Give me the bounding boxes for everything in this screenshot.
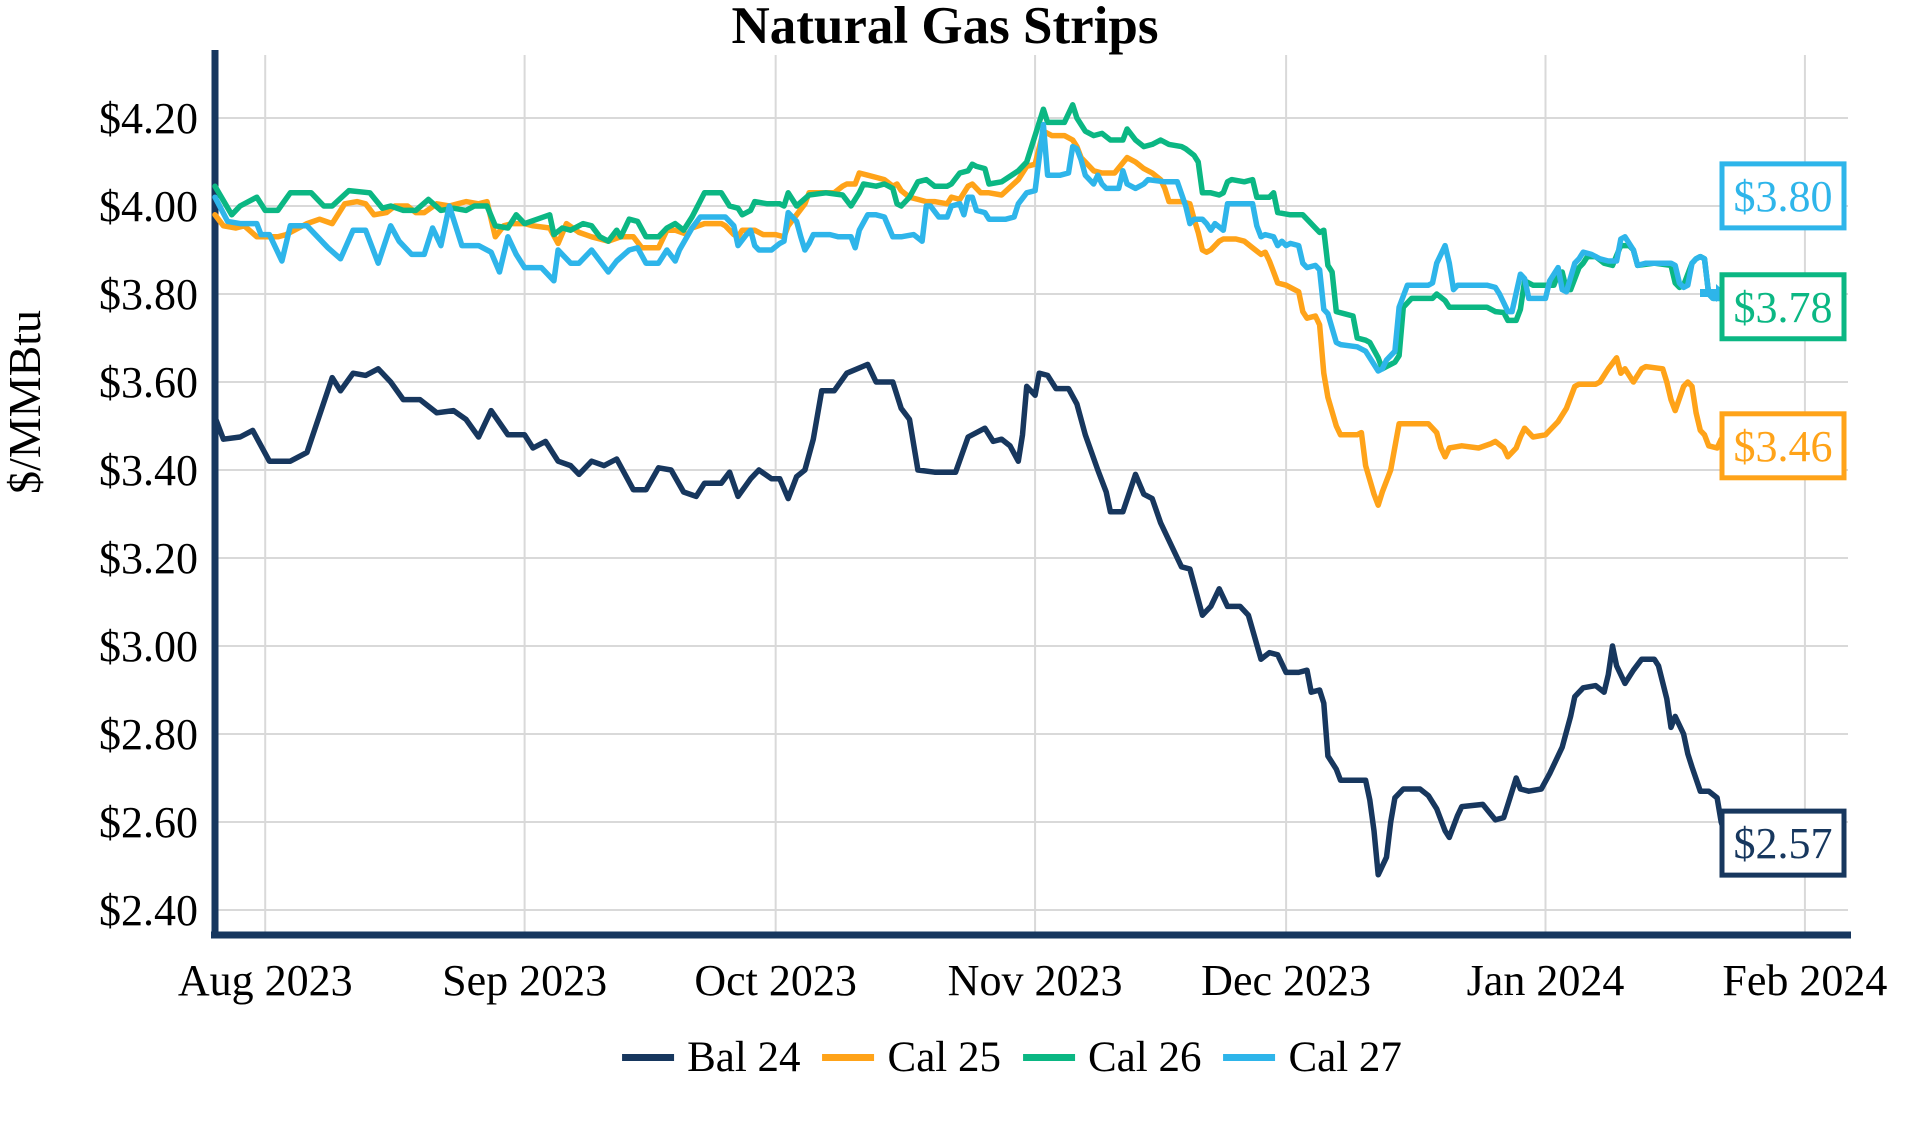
y-tick-label: $4.00 bbox=[99, 182, 198, 231]
y-tick-label: $3.20 bbox=[99, 534, 198, 583]
series-lines bbox=[212, 102, 1729, 878]
legend: Bal 24 Cal 25 Cal 26 Cal 27 bbox=[622, 1036, 1402, 1079]
legend-label: Bal 24 bbox=[687, 1034, 801, 1081]
legend-item-bal-24: Bal 24 bbox=[622, 1034, 801, 1081]
y-tick-label: $3.40 bbox=[99, 446, 198, 495]
legend-swatch-cal-25 bbox=[822, 1054, 875, 1061]
axis-spines bbox=[211, 50, 1851, 939]
end-label-box-cal-27 bbox=[1719, 161, 1847, 231]
end-label-box-cal-25 bbox=[1719, 411, 1847, 481]
series-line-cal-26 bbox=[212, 102, 1729, 372]
y-tick-label: $2.80 bbox=[99, 710, 198, 759]
x-tick-label: Jan 2024 bbox=[1467, 956, 1625, 1005]
chart-title: Natural Gas Strips bbox=[731, 0, 1159, 55]
y-axis-title: $/MMBtu bbox=[0, 310, 50, 494]
end-label-box-bal-24 bbox=[1719, 808, 1847, 878]
legend-swatch-cal-27 bbox=[1223, 1054, 1276, 1061]
legend-label: Cal 25 bbox=[887, 1034, 1001, 1081]
x-tick-label: Feb 2024 bbox=[1722, 956, 1887, 1005]
y-tick-label: $3.00 bbox=[99, 622, 198, 671]
y-tick-label: $3.80 bbox=[99, 270, 198, 319]
series-end-labels: $3.80 $3.78 $3.46 $2.57 bbox=[1700, 161, 1847, 878]
end-label-text-cal-25: $3.46 bbox=[1734, 422, 1833, 471]
end-label-text-cal-27: $3.80 bbox=[1734, 172, 1833, 221]
x-tick-label: Aug 2023 bbox=[178, 956, 353, 1005]
y-tick-label: $2.40 bbox=[99, 886, 198, 935]
legend-swatch-cal-26 bbox=[1023, 1054, 1075, 1061]
legend-item-cal-25: Cal 25 bbox=[822, 1034, 1001, 1081]
y-tick-label: $3.60 bbox=[99, 358, 198, 407]
end-label-text-cal-26: $3.78 bbox=[1734, 283, 1833, 332]
gridlines bbox=[215, 55, 1848, 935]
x-tick-label: Dec 2023 bbox=[1201, 956, 1371, 1005]
series-line-cal-25 bbox=[212, 128, 1729, 508]
legend-item-cal-26: Cal 26 bbox=[1023, 1036, 1201, 1079]
y-tick-label: $2.60 bbox=[99, 798, 198, 847]
series-line-cal-27 bbox=[212, 121, 1729, 374]
x-tick-label: Nov 2023 bbox=[948, 956, 1123, 1005]
end-label-text-bal-24: $2.57 bbox=[1734, 819, 1833, 868]
x-tick-label: Oct 2023 bbox=[694, 956, 857, 1005]
x-tick-label: Sep 2023 bbox=[442, 956, 607, 1005]
legend-label: Cal 27 bbox=[1288, 1034, 1402, 1081]
series-line-bal-24 bbox=[212, 361, 1729, 878]
legend-item-cal-27: Cal 27 bbox=[1223, 1034, 1402, 1081]
legend-swatch-bal-24 bbox=[622, 1054, 675, 1061]
legend-label: Cal 26 bbox=[1088, 1034, 1202, 1081]
y-tick-label: $4.20 bbox=[99, 94, 198, 143]
axis-tick-labels: $4.20 $4.00 $3.80 $3.60 $3.40 $3.20 $3.00 $2.80… bbox=[99, 94, 1887, 1005]
end-label-box-cal-26 bbox=[1719, 272, 1847, 342]
